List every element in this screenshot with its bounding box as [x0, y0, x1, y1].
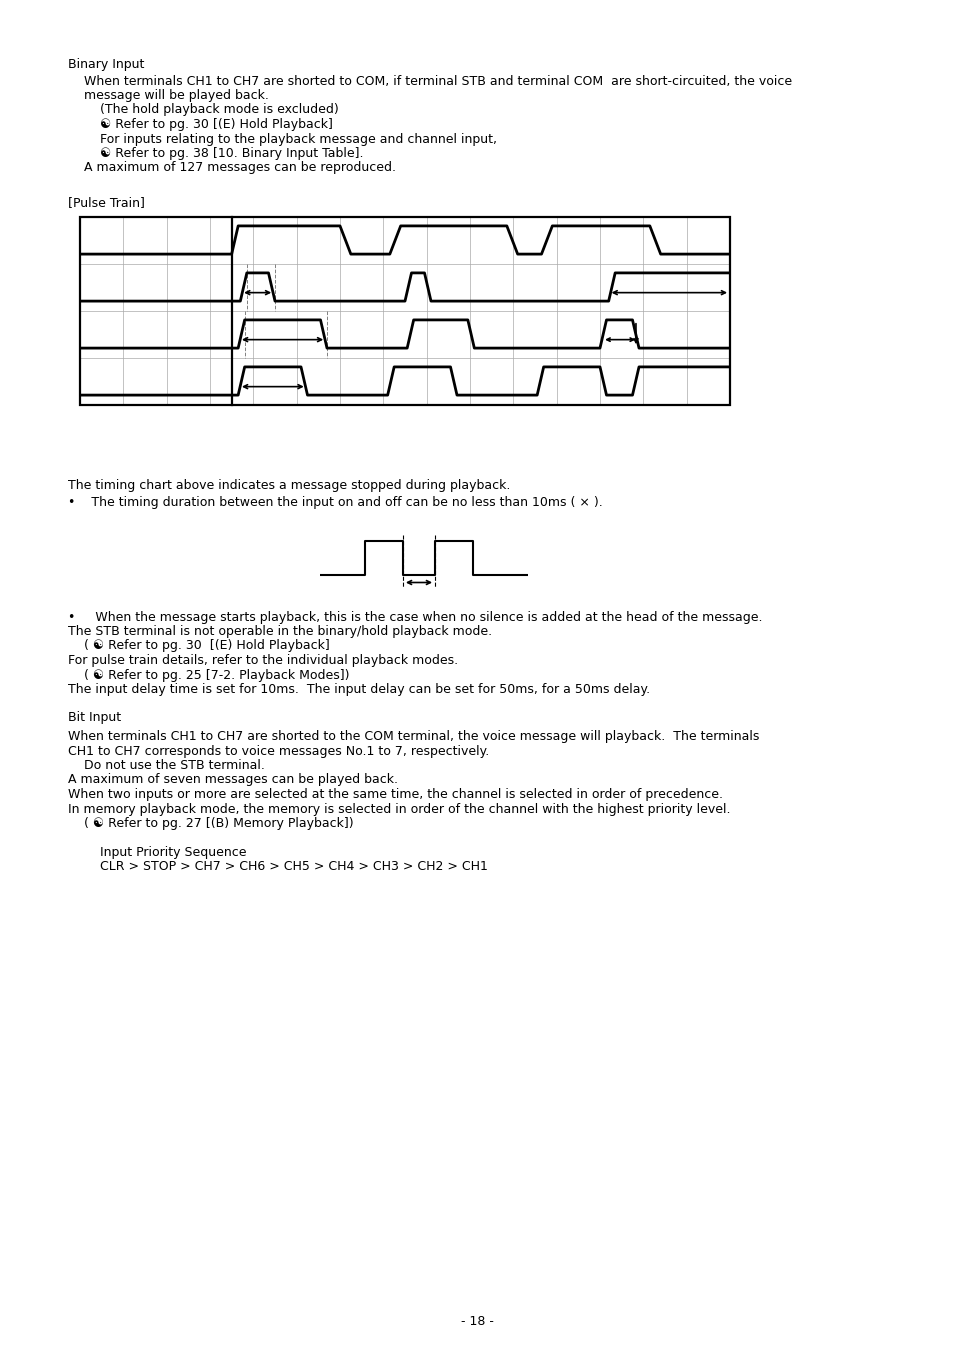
Text: Input Priority Sequence: Input Priority Sequence	[68, 846, 246, 859]
Text: A maximum of 127 messages can be reproduced.: A maximum of 127 messages can be reprodu…	[68, 162, 395, 174]
Text: ( ☯ Refer to pg. 25 [7-2. Playback Modes]): ( ☯ Refer to pg. 25 [7-2. Playback Modes…	[68, 668, 349, 682]
Text: - 18 -: - 18 -	[460, 1315, 493, 1328]
Bar	[80, 216, 729, 405]
Text: When terminals CH1 to CH7 are shorted to the COM terminal, the voice message wil: When terminals CH1 to CH7 are shorted to…	[68, 730, 759, 742]
Text: Binary Input: Binary Input	[68, 58, 144, 72]
Text: ☯ Refer to pg. 38 [10. Binary Input Table].: ☯ Refer to pg. 38 [10. Binary Input Tabl…	[68, 147, 363, 161]
Text: ( ☯ Refer to pg. 27 [(B) Memory Playback]): ( ☯ Refer to pg. 27 [(B) Memory Playback…	[68, 817, 354, 830]
Text: CH1 to CH7 corresponds to voice messages No.1 to 7, respectively.: CH1 to CH7 corresponds to voice messages…	[68, 744, 489, 757]
Text: (The hold playback mode is excluded): (The hold playback mode is excluded)	[68, 104, 338, 116]
Text: When terminals CH1 to CH7 are shorted to COM, if terminal STB and terminal COM  : When terminals CH1 to CH7 are shorted to…	[68, 74, 791, 88]
Text: The timing chart above indicates a message stopped during playback.: The timing chart above indicates a messa…	[68, 479, 510, 493]
Text: ☯ Refer to pg. 30 [(E) Hold Playback]: ☯ Refer to pg. 30 [(E) Hold Playback]	[68, 117, 333, 131]
Text: The STB terminal is not operable in the binary/hold playback mode.: The STB terminal is not operable in the …	[68, 625, 492, 639]
Text: •    The timing duration between the input on and off can be no less than 10ms (: • The timing duration between the input …	[68, 495, 602, 509]
Text: [Pulse Train]: [Pulse Train]	[68, 196, 145, 209]
Text: Bit Input: Bit Input	[68, 711, 121, 725]
Text: In memory playback mode, the memory is selected in order of the channel with the: In memory playback mode, the memory is s…	[68, 802, 730, 815]
Text: ( ☯ Refer to pg. 30  [(E) Hold Playback]: ( ☯ Refer to pg. 30 [(E) Hold Playback]	[68, 640, 330, 652]
Text: •     When the message starts playback, this is the case when no silence is adde: • When the message starts playback, this…	[68, 610, 761, 624]
Text: Do not use the STB terminal.: Do not use the STB terminal.	[68, 759, 265, 772]
Text: message will be played back.: message will be played back.	[68, 89, 269, 103]
Text: For inputs relating to the playback message and channel input,: For inputs relating to the playback mess…	[68, 132, 497, 146]
Text: The input delay time is set for 10ms.  The input delay can be set for 50ms, for : The input delay time is set for 10ms. Th…	[68, 683, 649, 697]
Text: When two inputs or more are selected at the same time, the channel is selected i: When two inputs or more are selected at …	[68, 788, 722, 801]
Text: CLR > STOP > CH7 > CH6 > CH5 > CH4 > CH3 > CH2 > CH1: CLR > STOP > CH7 > CH6 > CH5 > CH4 > CH3…	[68, 860, 487, 873]
Text: For pulse train details, refer to the individual playback modes.: For pulse train details, refer to the in…	[68, 653, 457, 667]
Text: A maximum of seven messages can be played back.: A maximum of seven messages can be playe…	[68, 774, 397, 787]
